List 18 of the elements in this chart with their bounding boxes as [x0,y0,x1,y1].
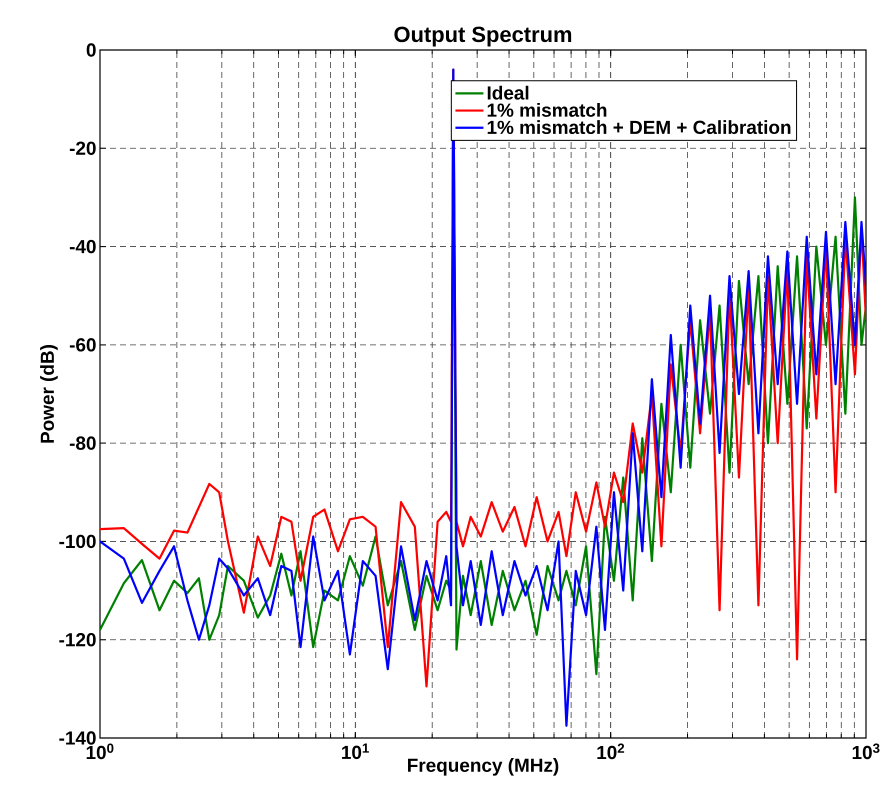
y-tick-label: -60 [70,338,96,352]
legend-label: Ideal [488,86,528,100]
y-tick-label: -140 [59,731,96,745]
x-tick-label: 10$^{0}$ [86,744,114,760]
x-tick-label: 10$^{1}$ [342,744,369,760]
legend-label: 1% mismatch + DEM + Calibration [488,120,790,134]
y-tick-label: -40 [70,240,96,254]
y-tick-label: -20 [70,142,96,155]
y-tick-label: -80 [70,436,96,450]
legend-label: 1% mismatch [488,102,606,117]
x-tick-label: 10$^{3}$ [852,744,880,760]
y-tick-label: 0 [86,43,96,57]
x-tick-label: 10$^{2}$ [597,744,624,760]
chart-title: Output Spectrum [394,26,572,46]
y-tick-label: -100 [59,534,96,548]
y-tick-label: -120 [59,633,96,646]
x-axis-title: Frequency (MHz) [408,758,558,776]
y-axis-title: Power (dB) [40,345,58,443]
